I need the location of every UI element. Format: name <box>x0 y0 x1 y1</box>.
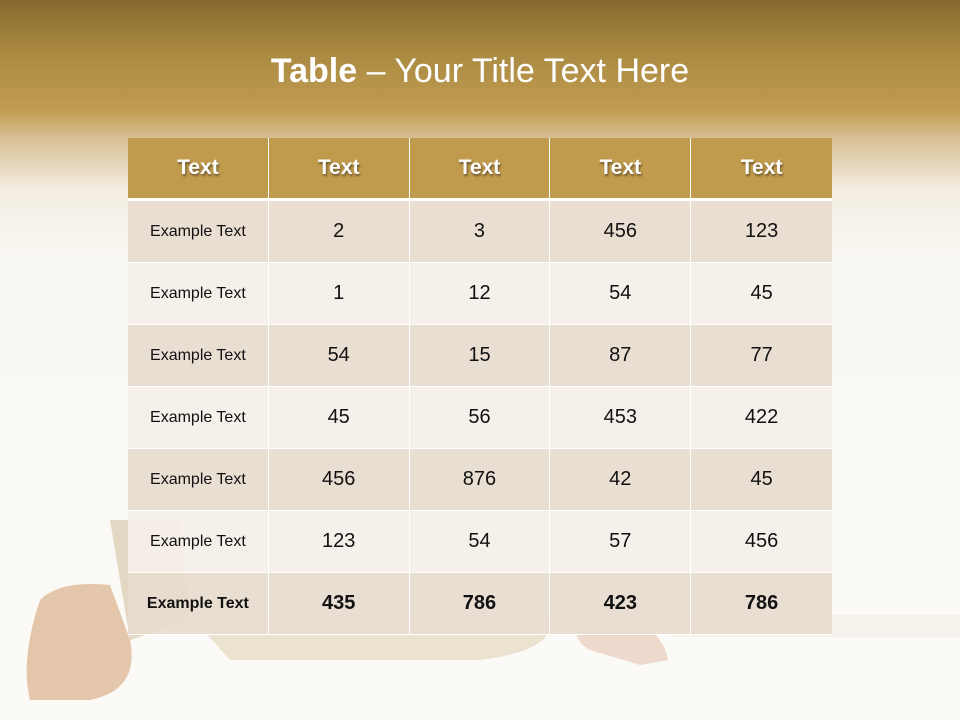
column-header: Text <box>691 138 832 201</box>
row-label: Example Text <box>128 201 269 263</box>
slide-title: Table – Your Title Text Here <box>0 52 960 91</box>
total-row: Example Text 435 786 423 786 <box>128 573 832 635</box>
table-cell: 54 <box>409 511 551 573</box>
row-label: Example Text <box>128 511 269 573</box>
table-cell: 453 <box>550 387 692 449</box>
table-cell: 422 <box>691 387 832 449</box>
table-row: Example Text 1 12 54 45 <box>128 263 832 325</box>
title-bold: Table <box>270 52 358 90</box>
row-label: Example Text <box>128 449 269 511</box>
table-cell: 42 <box>550 449 692 511</box>
table-cell: 57 <box>550 511 692 573</box>
row-label: Example Text <box>128 325 269 387</box>
table-cell: 423 <box>550 573 692 635</box>
row-label: Example Text <box>128 573 269 635</box>
table-cell: 435 <box>268 573 410 635</box>
table-cell: 1 <box>268 263 410 325</box>
row-label: Example Text <box>128 387 269 449</box>
column-header: Text <box>128 138 269 201</box>
table-cell: 2 <box>268 201 410 263</box>
table-cell: 15 <box>409 325 551 387</box>
table-cell: 45 <box>691 263 832 325</box>
table-cell: 786 <box>691 573 832 635</box>
table-cell: 456 <box>691 511 832 573</box>
table-cell: 12 <box>409 263 551 325</box>
table-row: Example Text 456 876 42 45 <box>128 449 832 511</box>
column-header: Text <box>268 138 410 201</box>
table-cell: 123 <box>268 511 410 573</box>
table-row: Example Text 54 15 87 77 <box>128 325 832 387</box>
table-cell: 786 <box>409 573 551 635</box>
column-header: Text <box>409 138 551 201</box>
table-row: Example Text 123 54 57 456 <box>128 511 832 573</box>
table-cell: 77 <box>691 325 832 387</box>
title-rest: – Your Title Text Here <box>357 52 690 90</box>
table-cell: 456 <box>268 449 410 511</box>
table-cell: 45 <box>691 449 832 511</box>
table-cell: 56 <box>409 387 551 449</box>
header-row: Text Text Text Text Text <box>128 138 832 201</box>
table-cell: 123 <box>691 201 832 263</box>
table-cell: 87 <box>550 325 692 387</box>
table-row: Example Text 2 3 456 123 <box>128 201 832 263</box>
table-cell: 54 <box>268 325 410 387</box>
table-cell: 876 <box>409 449 551 511</box>
table-row: Example Text 45 56 453 422 <box>128 387 832 449</box>
table-cell: 3 <box>409 201 551 263</box>
table-cell: 456 <box>550 201 692 263</box>
table-cell: 45 <box>268 387 410 449</box>
table-cell: 54 <box>550 263 692 325</box>
column-header: Text <box>550 138 692 201</box>
row-label: Example Text <box>128 263 269 325</box>
data-table: Text Text Text Text Text Example Text 2 3 456 12… <box>128 138 832 635</box>
